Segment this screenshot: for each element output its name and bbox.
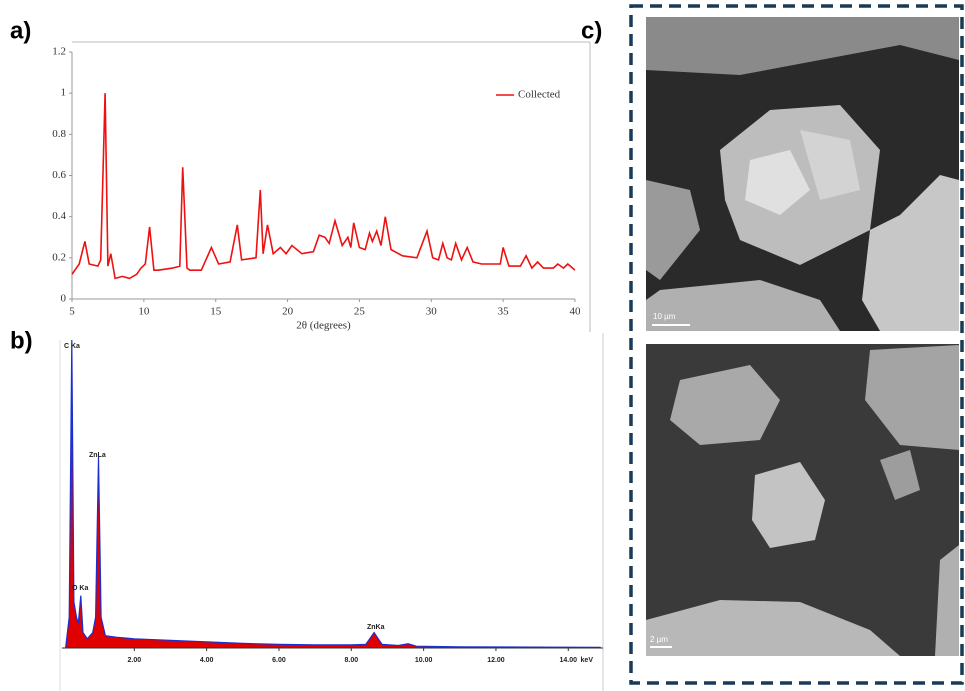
x-tick-label: 10.00: [415, 657, 433, 664]
y-tick-label: 0.6: [52, 169, 66, 181]
y-tick-label: 0.2: [52, 251, 66, 263]
y-tick-label: 0.4: [52, 210, 66, 222]
peak-label: C Ka: [64, 343, 80, 350]
x-tick-label: 40: [570, 306, 582, 318]
y-tick-label: 1: [61, 87, 67, 99]
figure: a) b) c) 10 µm 2 µm 0 0.2 0.4 0.6 0.8 1 1.2 5 10…: [0, 0, 965, 691]
scale-bar-label: 2 µm: [650, 635, 668, 644]
legend-label: Collected: [518, 89, 561, 101]
data-line: [72, 93, 575, 278]
y-tick-label: 0.8: [52, 128, 66, 140]
x-tick-label: 8.00: [344, 657, 358, 664]
x-tick-label: 12.00: [487, 657, 505, 664]
peak-label: ZnLa: [89, 452, 106, 459]
y-tick-label: 1.2: [52, 46, 66, 58]
panel-label: a): [10, 17, 31, 44]
y-tick-label: 0: [61, 293, 67, 305]
x-tick-label: 10: [138, 306, 150, 318]
x-tick-label: 20: [282, 306, 294, 318]
x-tick-label: 6.00: [272, 657, 286, 664]
spectrum-line: [66, 340, 601, 648]
x-tick-label: 2.00: [128, 657, 142, 664]
x-tick-label: 4.00: [200, 657, 214, 664]
x-tick-label: 30: [426, 306, 438, 318]
x-axis-label: keV: [581, 657, 594, 664]
peak-label: O Ka: [72, 585, 88, 592]
x-axis-label: 2θ (degrees): [296, 320, 351, 332]
sem-image: 10 µm: [646, 17, 959, 331]
panel-label: b): [10, 327, 33, 354]
panel-label: c): [581, 17, 602, 44]
x-tick-label: 14.00: [560, 657, 578, 664]
scale-bar-label: 10 µm: [653, 312, 676, 321]
peak-label: ZnKa: [367, 624, 385, 631]
x-tick-label: 5: [69, 306, 75, 318]
spectrum-area: [66, 340, 601, 648]
sem-image: 2 µm: [646, 344, 959, 656]
x-tick-label: 15: [210, 306, 222, 318]
x-tick-label: 25: [354, 306, 366, 318]
x-tick-label: 35: [498, 306, 510, 318]
